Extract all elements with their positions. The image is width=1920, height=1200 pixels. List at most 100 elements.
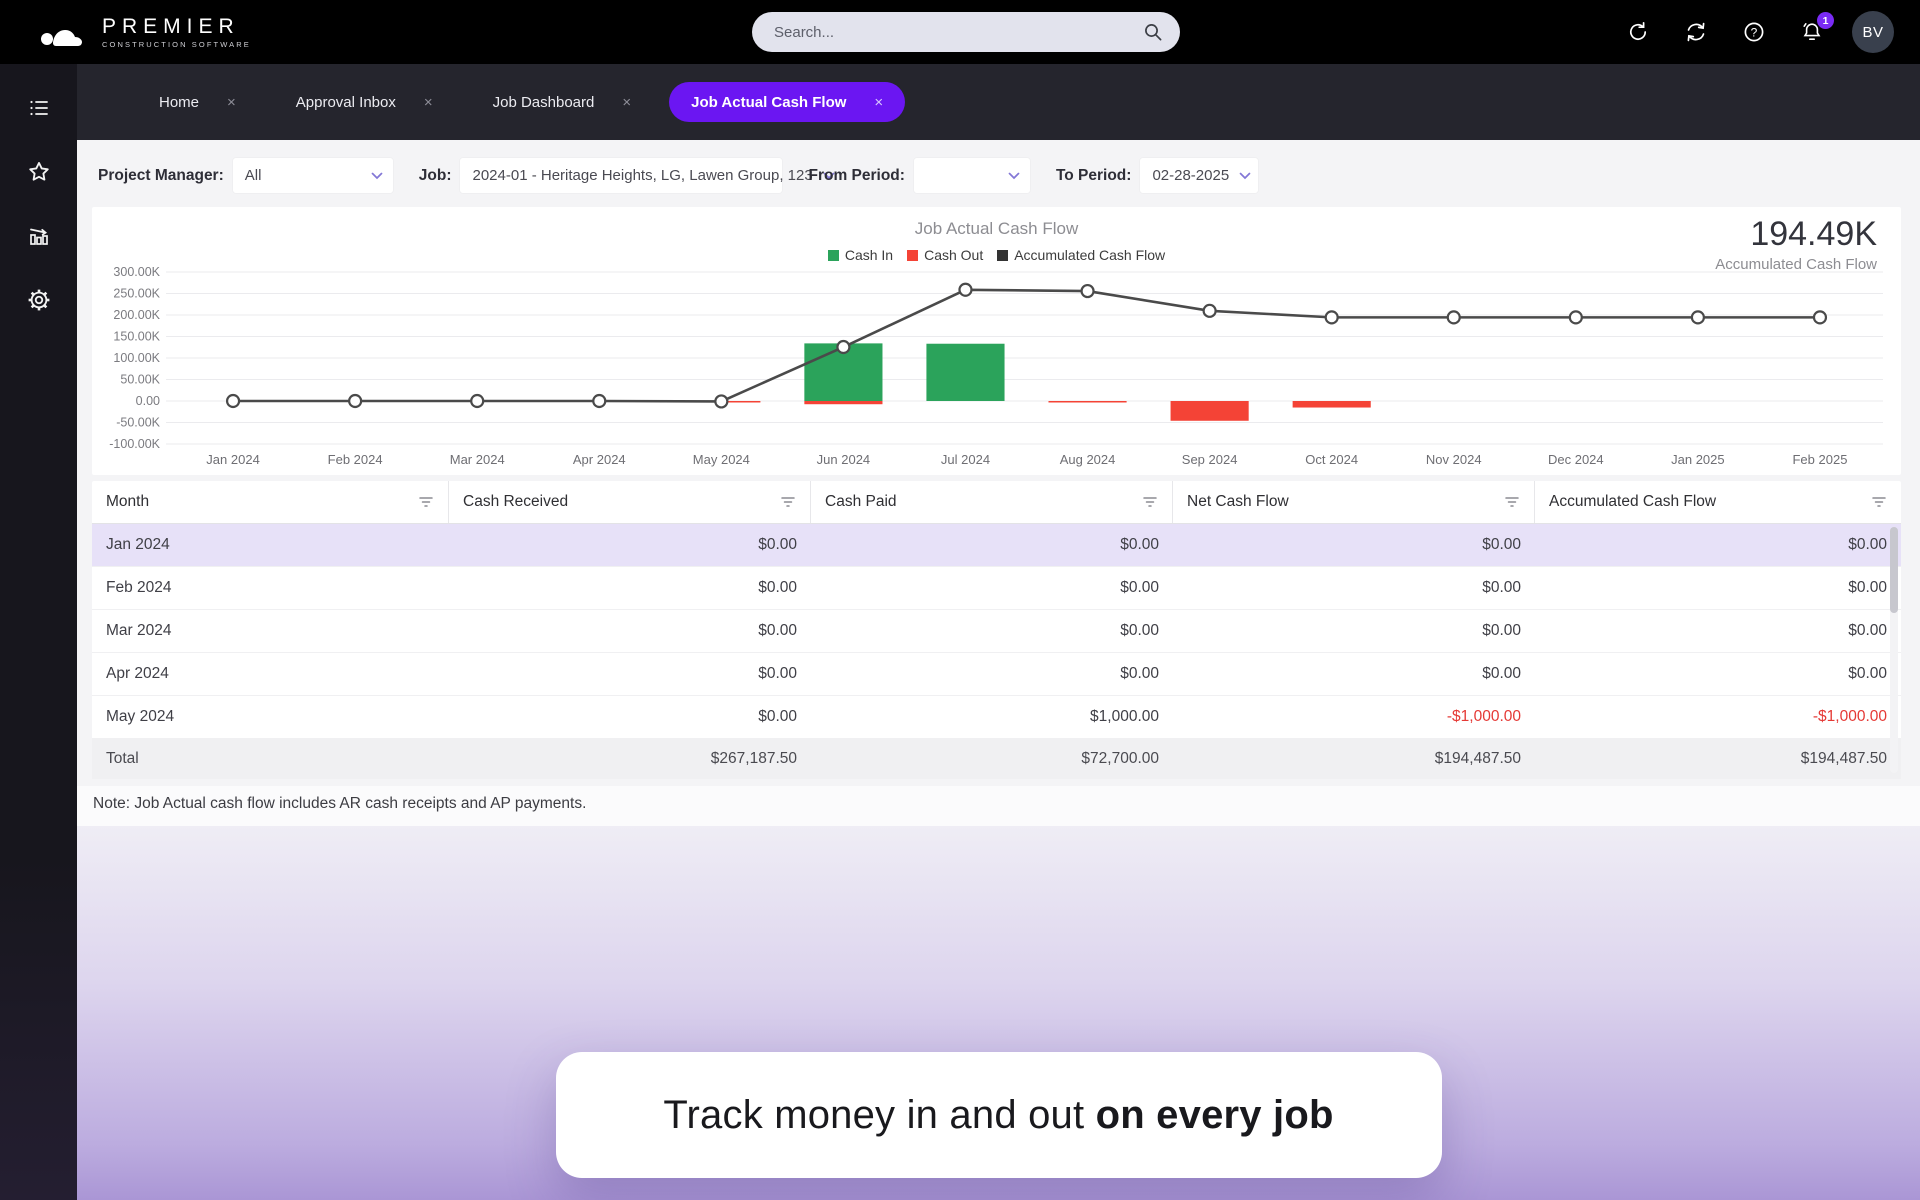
cash-flow-chart-panel: 194.49K Accumulated Cash Flow Job Actual… <box>92 207 1901 475</box>
table-header-row: Month Cash Received Cash Paid Net Cash F… <box>92 481 1901 524</box>
table-row[interactable]: Feb 2024 $0.00 $0.00 $0.00 $0.00 <box>92 567 1901 610</box>
close-tab-icon[interactable]: × <box>227 93 236 111</box>
tab-job-actual-cash-flow[interactable]: Job Actual Cash Flow × <box>669 82 906 122</box>
avatar[interactable]: BV <box>1852 11 1894 53</box>
svg-text:300.00K: 300.00K <box>113 265 160 279</box>
column-header-accumulated-cash-flow[interactable]: Accumulated Cash Flow <box>1535 481 1901 523</box>
svg-text:Jan 2024: Jan 2024 <box>206 452 260 467</box>
star-icon <box>28 161 49 181</box>
sync-button[interactable] <box>1678 14 1714 50</box>
sidebar-item-settings[interactable] <box>25 286 53 314</box>
svg-text:200.00K: 200.00K <box>113 308 160 322</box>
list-icon <box>29 100 48 116</box>
svg-text:May 2024: May 2024 <box>693 452 750 467</box>
filter-funnel-icon[interactable] <box>1142 496 1158 508</box>
table-row[interactable]: May 2024 $0.00 $1,000.00 -$1,000.00 -$1,… <box>92 696 1901 739</box>
sidebar <box>0 64 77 1200</box>
main-content: Home × Approval Inbox × Job Dashboard × … <box>77 64 1920 1200</box>
logo-subtitle: CONSTRUCTION SOFTWARE <box>102 39 251 49</box>
premier-cloud-logo-icon <box>41 30 82 46</box>
legend-accumulated: Accumulated Cash Flow <box>997 247 1165 263</box>
close-tab-icon[interactable]: × <box>622 93 632 111</box>
chart-title: Job Actual Cash Flow <box>914 219 1079 238</box>
legend-cash-out: Cash Out <box>907 247 983 263</box>
kpi-label: Accumulated Cash Flow <box>1715 256 1877 273</box>
svg-text:Dec 2024: Dec 2024 <box>1548 452 1604 467</box>
svg-text:Sep 2024: Sep 2024 <box>1182 452 1238 467</box>
kpi-accumulated-cash-flow: 194.49K Accumulated Cash Flow <box>1715 215 1877 273</box>
svg-text:-100.00K: -100.00K <box>109 437 160 451</box>
svg-text:50.00K: 50.00K <box>120 373 160 387</box>
legend-swatch-red <box>907 249 919 261</box>
svg-text:Feb 2024: Feb 2024 <box>328 452 383 467</box>
cashflow-chart-svg: 300.00K 250.00K 200.00K 150.00K 100.00K 50.00… <box>109 265 1883 467</box>
notifications-button[interactable]: 1 <box>1794 12 1834 50</box>
tab-bar: Home × Approval Inbox × Job Dashboard × … <box>77 64 1920 140</box>
footnote: Note: Job Actual cash flow includes AR c… <box>77 786 1920 826</box>
column-header-net-cash-flow[interactable]: Net Cash Flow <box>1173 481 1535 523</box>
project-manager-select[interactable]: All <box>232 158 393 193</box>
svg-text:Nov 2024: Nov 2024 <box>1426 452 1482 467</box>
top-header: PREMIER CONSTRUCTION SOFTWARE Search... <box>0 0 1920 64</box>
sidebar-item-favorites[interactable] <box>25 158 53 186</box>
scrollbar-thumb[interactable] <box>1890 527 1898 613</box>
table-total-row: Total $267,187.50 $72,700.00 $194,487.50… <box>92 739 1901 779</box>
from-period-select[interactable] <box>913 158 1030 193</box>
refresh-icon <box>1629 21 1647 41</box>
svg-text:250.00K: 250.00K <box>113 287 160 301</box>
caption-card: Track money in and out on every job <box>555 1052 1442 1178</box>
to-period-select[interactable]: 02-28-2025 <box>1140 158 1259 193</box>
help-icon: ? <box>1744 22 1764 42</box>
svg-text:100.00K: 100.00K <box>113 351 160 365</box>
svg-text:-50.00K: -50.00K <box>116 416 160 430</box>
tab-label: Approval Inbox <box>295 93 396 111</box>
legend-swatch-dark <box>997 249 1009 261</box>
column-header-cash-paid[interactable]: Cash Paid <box>811 481 1173 523</box>
svg-text:150.00K: 150.00K <box>113 330 160 344</box>
svg-text:?: ? <box>1751 25 1758 39</box>
legend-swatch-green <box>827 249 839 261</box>
chevron-down-icon <box>1239 172 1251 179</box>
table-row[interactable]: Jan 2024 $0.00 $0.00 $0.00 $0.00 <box>92 524 1901 567</box>
search-input[interactable]: Search... <box>752 12 1180 52</box>
close-tab-icon[interactable]: × <box>423 93 433 111</box>
chevron-down-icon <box>1008 172 1020 179</box>
svg-text:Aug 2024: Aug 2024 <box>1060 452 1116 467</box>
column-header-month[interactable]: Month <box>92 481 449 523</box>
close-tab-icon[interactable]: × <box>874 93 884 111</box>
header-actions: ? 1 BV <box>1620 11 1894 53</box>
filter-funnel-icon[interactable] <box>1871 496 1887 508</box>
tab-label: Home <box>159 93 200 111</box>
filter-funnel-icon[interactable] <box>1504 496 1520 508</box>
job-select[interactable]: 2024-01 - Heritage Heights, LG, Lawen Gr… <box>460 158 835 193</box>
column-header-cash-received[interactable]: Cash Received <box>449 481 811 523</box>
tab-home[interactable]: Home × <box>137 82 258 122</box>
tab-approval-inbox[interactable]: Approval Inbox × <box>274 82 455 122</box>
filter-bar: Project Manager: All Job: 2024-01 - Heri… <box>77 140 1920 207</box>
chevron-down-icon <box>823 172 835 179</box>
tab-job-dashboard[interactable]: Job Dashboard × <box>471 82 654 122</box>
gear-icon <box>28 289 49 311</box>
logo-title: PREMIER <box>102 14 240 38</box>
refresh-button[interactable] <box>1620 14 1656 50</box>
chart-legend: Cash In Cash Out Accumulated Cash Flow <box>106 247 1887 263</box>
svg-text:Jul 2024: Jul 2024 <box>941 452 990 467</box>
svg-text:Jun 2024: Jun 2024 <box>817 452 871 467</box>
svg-text:0.00: 0.00 <box>136 394 160 408</box>
table-row[interactable]: Mar 2024 $0.00 $0.00 $0.00 $0.00 <box>92 610 1901 653</box>
cash-flow-table: Month Cash Received Cash Paid Net Cash F… <box>92 481 1901 779</box>
sidebar-item-reports[interactable] <box>25 222 53 250</box>
tab-label: Job Dashboard <box>492 93 595 111</box>
help-button[interactable]: ? <box>1736 14 1772 50</box>
kpi-value: 194.49K <box>1750 215 1877 253</box>
sidebar-item-menu-list[interactable] <box>25 94 53 122</box>
bell-icon <box>1803 23 1821 41</box>
filter-funnel-icon[interactable] <box>418 496 434 508</box>
to-period-label: To Period: <box>1055 166 1132 184</box>
table-scrollbar[interactable] <box>1890 527 1898 773</box>
sync-icon <box>1687 22 1705 42</box>
filter-funnel-icon[interactable] <box>780 496 796 508</box>
bar-chart-trend-icon <box>29 228 48 245</box>
table-row[interactable]: Apr 2024 $0.00 $0.00 $0.00 $0.00 <box>92 653 1901 696</box>
